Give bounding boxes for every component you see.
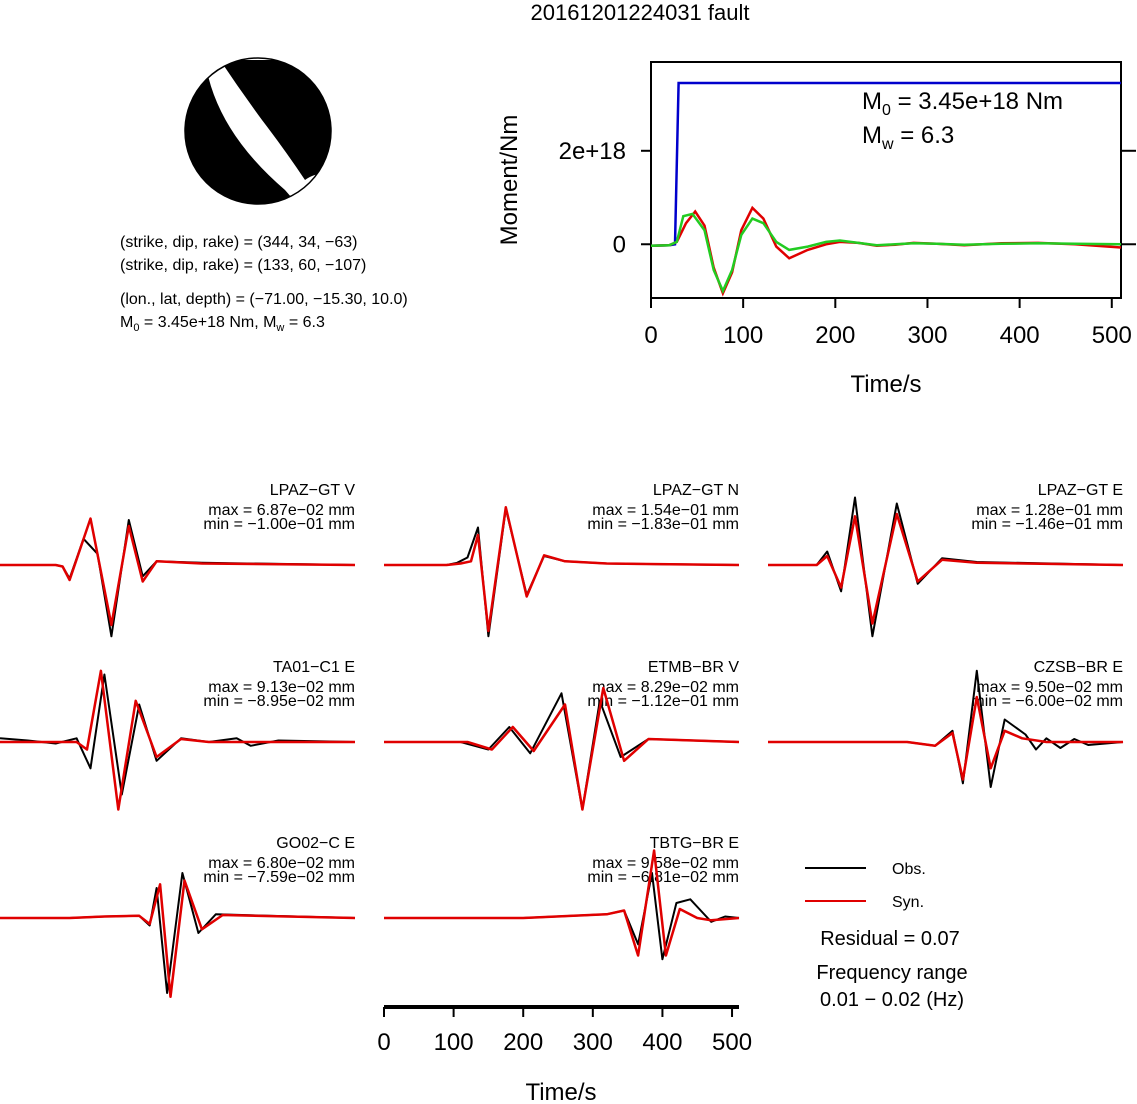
trace-max-label: max = 9.58e−02 mm — [592, 855, 739, 872]
beachball-icon — [184, 57, 332, 205]
trace-max-label: max = 8.29e−02 mm — [592, 679, 739, 696]
trace-station-label: LPAZ−GT V — [270, 482, 356, 499]
legend: Obs. Syn. — [805, 861, 926, 911]
trace-obs-line — [0, 519, 356, 638]
bottom-axis-tick-label: 500 — [712, 1029, 752, 1056]
moment-plot-frame — [650, 61, 1122, 299]
bottom-axis-tick-label: 200 — [503, 1029, 543, 1056]
trace-max-label: max = 6.87e−02 mm — [208, 502, 355, 519]
trace-syn-line — [768, 695, 1123, 781]
bottom-axis-tick-label: 400 — [642, 1029, 682, 1056]
trace-syn-line — [0, 879, 356, 999]
trace-syn-line — [384, 506, 740, 633]
trace-min-label: min = −8.95e−02 mm — [203, 693, 355, 710]
moment-xtick-label: 500 — [1092, 322, 1132, 349]
figure-title: 20161201224031 fault — [531, 0, 750, 25]
moment-series-group — [650, 81, 1122, 297]
trace-syn-line — [0, 669, 355, 811]
trace-station-label: ETMB−BR V — [648, 659, 739, 676]
moment-axes: 0 2e+18 0 100 200 300 400 500 — [559, 138, 1136, 349]
trace-max-label: max = 1.54e−01 mm — [592, 502, 739, 519]
solution-line-2: (strike, dip, rake) = (133, 60, −107) — [120, 257, 366, 274]
moment-series-line-2 — [650, 212, 1122, 295]
trace-station-label: TBTG−BR E — [650, 835, 739, 852]
trace-min-label: min = −6.00e−02 mm — [971, 693, 1123, 710]
trace-min-label: min = −1.46e−01 mm — [971, 516, 1123, 533]
trace-max-label: max = 1.28e−01 mm — [976, 502, 1123, 519]
trace-syn-line — [768, 512, 1124, 625]
bottom-axis-tick-label: 300 — [573, 1029, 613, 1056]
waveform-time-axis: 0 100 200 300 400 500 — [377, 1005, 752, 1056]
trace-min-label: min = −1.12e−01 mm — [587, 693, 739, 710]
residual-label: Residual = 0.07 — [820, 928, 960, 950]
trace-min-label: min = −7.59e−02 mm — [203, 869, 355, 886]
trace-max-label: max = 9.13e−02 mm — [208, 679, 355, 696]
solution-line-3: (lon., lat, depth) = (−71.00, −15.30, 10… — [120, 291, 408, 308]
moment-xtick-label: 200 — [815, 322, 855, 349]
moment-xtick-label: 400 — [1000, 322, 1040, 349]
solution-line-1: (strike, dip, rake) = (344, 34, −63) — [120, 234, 357, 251]
trace-station-label: CZSB−BR E — [1034, 659, 1123, 676]
trace-station-label: TA01−C1 E — [273, 659, 355, 676]
moment-plot: 02e+180 100 200 300 400 500 Moment/Nm Time/s … — [496, 61, 1136, 398]
trace-min-label: min = −1.83e−01 mm — [587, 516, 739, 533]
moment-annot-mw: Mw = 6.3 — [862, 122, 954, 153]
bottom-axis-tick-label: 100 — [434, 1029, 474, 1056]
bottom-axis-tick-label: 0 — [377, 1029, 390, 1056]
moment-series-line-1 — [650, 205, 1122, 297]
frequency-range-label: Frequency range — [816, 962, 967, 984]
legend-obs-label: Obs. — [892, 861, 926, 878]
legend-syn-label: Syn. — [892, 894, 924, 911]
moment-xtick-label: 0 — [644, 322, 657, 349]
trace-obs-line — [384, 692, 740, 811]
trace-station-label: LPAZ−GT N — [653, 482, 739, 499]
trace-station-label: GO02−C E — [276, 835, 355, 852]
trace-obs-line — [768, 496, 1124, 638]
trace-min-label: min = −6.81e−02 mm — [587, 869, 739, 886]
moment-ylabel: Moment/Nm — [496, 115, 523, 246]
moment-ytick-label: 2e+18 — [559, 138, 626, 165]
moment-ytick-label: 0 — [613, 231, 626, 258]
trace-min-label: min = −1.00e−01 mm — [203, 516, 355, 533]
trace-max-label: max = 9.50e−02 mm — [976, 679, 1123, 696]
moment-xtick-label: 100 — [723, 322, 763, 349]
trace-max-label: max = 6.80e−02 mm — [208, 855, 355, 872]
trace-syn-line — [0, 517, 356, 627]
solution-line-4: M0 = 3.45e+18 Nm, Mw = 6.3 — [120, 314, 325, 334]
moment-annot-m0: M0 = 3.45e+18 Nm — [862, 88, 1063, 119]
trace-station-label: LPAZ−GT E — [1038, 482, 1123, 499]
waveform-xlabel: Time/s — [525, 1079, 596, 1104]
frequency-range-value: 0.01 − 0.02 (Hz) — [820, 989, 964, 1011]
trace-syn-line — [384, 686, 740, 811]
moment-xlabel: Time/s — [850, 371, 921, 398]
trace-syn-line — [384, 849, 740, 957]
moment-xtick-label: 300 — [907, 322, 947, 349]
